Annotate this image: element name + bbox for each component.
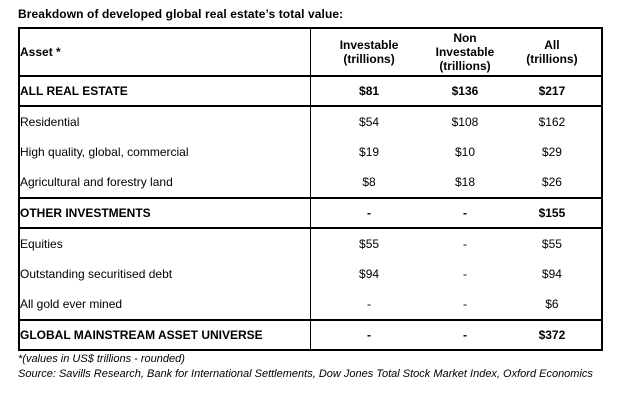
asset-cell: Agricultural and forestry land: [19, 167, 311, 198]
all-cell: $162: [502, 105, 602, 137]
investable-cell: $19: [359, 145, 380, 159]
table-row: Residential $54 $108 $162: [19, 105, 602, 137]
all-cell: $94: [541, 267, 562, 281]
asset-cell: High quality, global, commercial: [19, 137, 311, 167]
non-investable-cell: $136: [427, 75, 503, 106]
all-cell: $6: [545, 297, 559, 311]
column-header-investable: Investable (trillions): [310, 28, 428, 77]
table-row: ALL REAL ESTATE $81 $136 $217: [19, 75, 602, 106]
asset-cell: GLOBAL MAINSTREAM ASSET UNIVERSE: [19, 319, 311, 350]
asset-cell: All gold ever mined: [19, 289, 311, 320]
investable-cell: -: [367, 297, 372, 311]
investable-cell: $55: [310, 227, 428, 259]
investable-cell: -: [310, 197, 428, 228]
non-investable-cell: -: [462, 267, 467, 281]
column-header-asset: Asset *: [19, 28, 311, 77]
non-investable-cell: -: [427, 227, 503, 259]
column-header-non-investable: Non Investable (trillions): [427, 28, 503, 77]
asset-cell: Outstanding securitised debt: [19, 259, 311, 289]
source-line: Source: Savills Research, Bank for Inter…: [18, 368, 593, 380]
non-investable-cell: $10: [454, 145, 475, 159]
table-row: Agricultural and forestry land $8 $18 $26: [19, 167, 602, 198]
values-footnote: *(values in US$ trillions - rounded): [18, 353, 185, 365]
non-investable-cell: $108: [427, 105, 503, 137]
non-investable-cell: -: [427, 197, 503, 228]
page-title: Breakdown of developed global real estat…: [18, 7, 344, 21]
asset-cell: Residential: [19, 105, 311, 137]
asset-cell: ALL REAL ESTATE: [19, 75, 311, 106]
investable-cell: -: [310, 319, 428, 350]
all-cell: $155: [502, 197, 602, 228]
all-cell: $372: [502, 319, 602, 350]
table-row: All gold ever mined - - $6: [19, 289, 602, 320]
non-investable-cell: -: [427, 319, 503, 350]
investable-cell: $94: [359, 267, 380, 281]
asset-cell: Equities: [19, 227, 311, 259]
table-body: ALL REAL ESTATE $81 $136 $217 Residential $54…: [19, 75, 602, 350]
non-investable-cell: $18: [454, 175, 475, 189]
non-investable-cell: -: [462, 297, 467, 311]
investable-cell: $81: [310, 75, 428, 106]
real-estate-value-table: Asset * Investable (trillions) Non Inves…: [18, 27, 603, 351]
investable-cell: $54: [310, 105, 428, 137]
column-header-all: All (trillions): [502, 28, 602, 77]
all-cell: $26: [541, 175, 562, 189]
asset-cell: OTHER INVESTMENTS: [19, 197, 311, 228]
table-row: High quality, global, commercial $19 $10 $2…: [19, 137, 602, 167]
table-row: GLOBAL MAINSTREAM ASSET UNIVERSE - - $372: [19, 319, 602, 350]
all-cell: $217: [502, 75, 602, 106]
table-row: Outstanding securitised debt $94 - $94: [19, 259, 602, 289]
table-row: OTHER INVESTMENTS - - $155: [19, 197, 602, 228]
investable-cell: $8: [362, 175, 376, 189]
all-cell: $55: [502, 227, 602, 259]
all-cell: $29: [541, 145, 562, 159]
table-row: Equities $55- $55: [19, 227, 602, 259]
table-header: Asset * Investable (trillions) Non Inves…: [19, 28, 602, 77]
header-row: Asset * Investable (trillions) Non Inves…: [19, 28, 602, 77]
